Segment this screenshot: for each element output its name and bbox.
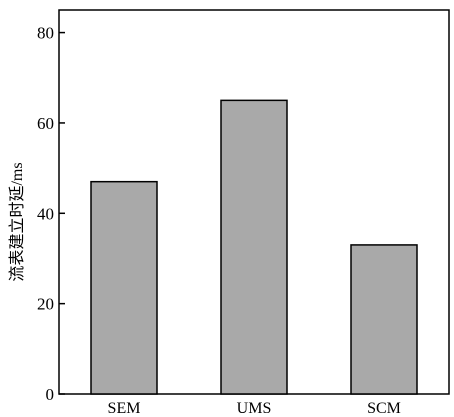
y-tick-label: 80 xyxy=(37,24,54,43)
y-tick-label: 0 xyxy=(46,385,55,404)
y-tick-label: 40 xyxy=(37,204,54,223)
bars-group xyxy=(90,99,418,395)
bar-sem xyxy=(90,180,158,395)
y-ticks-group: 0 20 40 60 80 xyxy=(37,24,65,404)
y-tick-label: 60 xyxy=(37,114,54,133)
x-category-label: UMS xyxy=(237,400,272,417)
bar-ums xyxy=(220,99,288,395)
bar-scm xyxy=(350,244,418,395)
x-category-label: SCM xyxy=(367,400,401,417)
y-axis-title: 流表建立时延/ms xyxy=(8,162,26,281)
x-labels-group: SEM UMS SCM xyxy=(108,400,401,417)
x-category-label: SEM xyxy=(108,400,141,417)
y-tick-label: 20 xyxy=(37,295,54,314)
